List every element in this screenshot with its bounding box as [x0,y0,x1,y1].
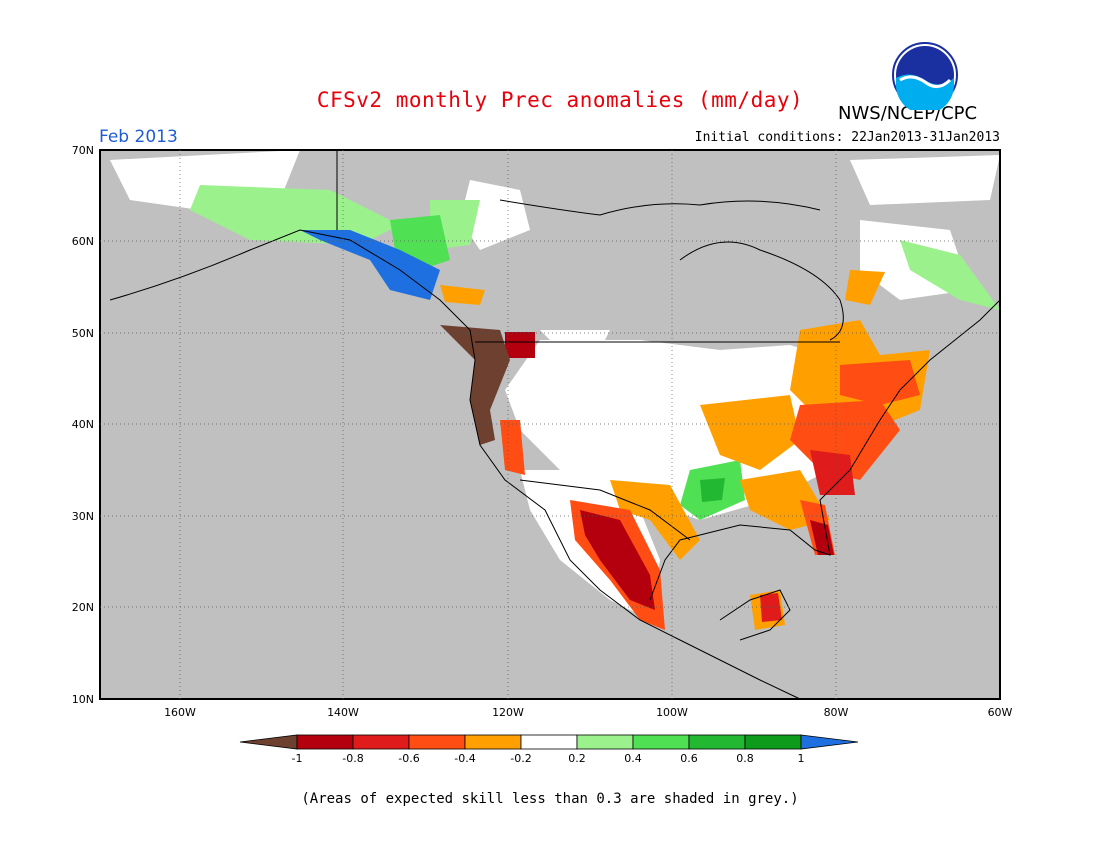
lon-label: 160W [164,706,196,719]
region-canada-white [540,330,610,350]
region-sierra-madre-darkred [580,510,655,610]
region-northeast-red [840,360,920,405]
region-pacific-nw-brown [440,325,510,445]
lat-label: 20N [72,601,94,614]
colorbar-tick-label: 0.2 [568,752,586,765]
region-georgia-red [810,450,855,495]
chart-title: CFSv2 monthly Prec anomalies (mm/day) [316,88,804,112]
coast-gulf [649,299,1001,601]
initial-conditions: Initial conditions: 22Jan2013-31Jan2013 [694,130,1000,145]
colorbar-tick-label: -0.2 [510,752,531,765]
anomaly-regions [110,150,1000,630]
coast-hudson [679,241,844,341]
colorbar-box [688,734,746,750]
coastlines [109,150,1001,700]
colorbar-tick-label: -0.8 [342,752,363,765]
colorbar-box [632,734,690,750]
coast-yucatan [719,589,791,641]
colorbar-tick-label: 0.8 [736,752,754,765]
colorbar-tick-label: -0.6 [398,752,419,765]
colorbar-box [464,734,522,750]
region-yucatan-red [760,593,782,622]
lat-label: 10N [72,693,94,706]
colorbar-box [296,734,354,750]
lat-label: 50N [72,327,94,340]
colorbar-tick-label: 0.6 [680,752,698,765]
colorbar-box [744,734,802,750]
map-frame [99,149,1001,700]
skill-footnote: (Areas of expected skill less than 0.3 a… [301,791,799,807]
colorbar: -1 -0.8 -0.6 -0.4 -0.2 0.2 0.4 0.6 0.8 1 [239,734,859,765]
region-quebec-orange [845,270,885,305]
region-idaho-darkred [505,332,535,358]
colorbar-box [408,734,466,750]
lat-label: 30N [72,510,94,523]
coast-west [109,229,801,700]
lon-label: 120W [492,706,524,719]
region-hudson-white [850,155,1000,205]
colorbar-tick-label: -1 [292,752,303,765]
lon-labels: 160W 140W 120W 100W 80W 60W [164,706,1012,719]
colorbar-arrow-high [800,734,859,750]
colorbar-tick-label: 0.4 [624,752,642,765]
colorbar-box [352,734,410,750]
lat-labels: 70N 60N 50N 40N 30N 20N 10N [72,144,94,706]
colorbar-tick-label: 1 [798,752,805,765]
colorbar-box [576,734,634,750]
lat-label: 40N [72,418,94,431]
colorbar-ticks: -1 -0.8 -0.6 -0.4 -0.2 0.2 0.4 0.6 0.8 1 [292,752,805,765]
colorbar-arrow-low [239,734,298,750]
lon-label: 60W [988,706,1013,719]
colorbar-box [520,734,578,750]
colorbar-tick-label: -0.4 [454,752,475,765]
lon-label: 140W [327,706,359,719]
region-yukon-white [460,180,530,250]
region-arkansas-darkgreen [700,478,725,502]
colorbar-boxes [239,734,859,750]
coast-arctic [499,199,821,216]
lon-label: 100W [656,706,688,719]
forecast-period: Feb 2013 [99,127,178,147]
lon-label: 80W [824,706,849,719]
lat-label: 70N [72,144,94,157]
region-panhandle-blue [300,230,440,300]
region-bc-orange [440,285,485,305]
border-us-mexico [519,479,691,541]
region-ohio-orange [700,395,800,470]
noaa-logo [892,42,958,110]
forecast-map: 70N 60N 50N 40N 30N 20N 10N 160W 140W 12… [72,144,1013,719]
lat-label: 60N [72,235,94,248]
region-labrador-green [900,240,1000,310]
region-texas-orange [610,480,700,560]
region-california-red [500,420,525,475]
